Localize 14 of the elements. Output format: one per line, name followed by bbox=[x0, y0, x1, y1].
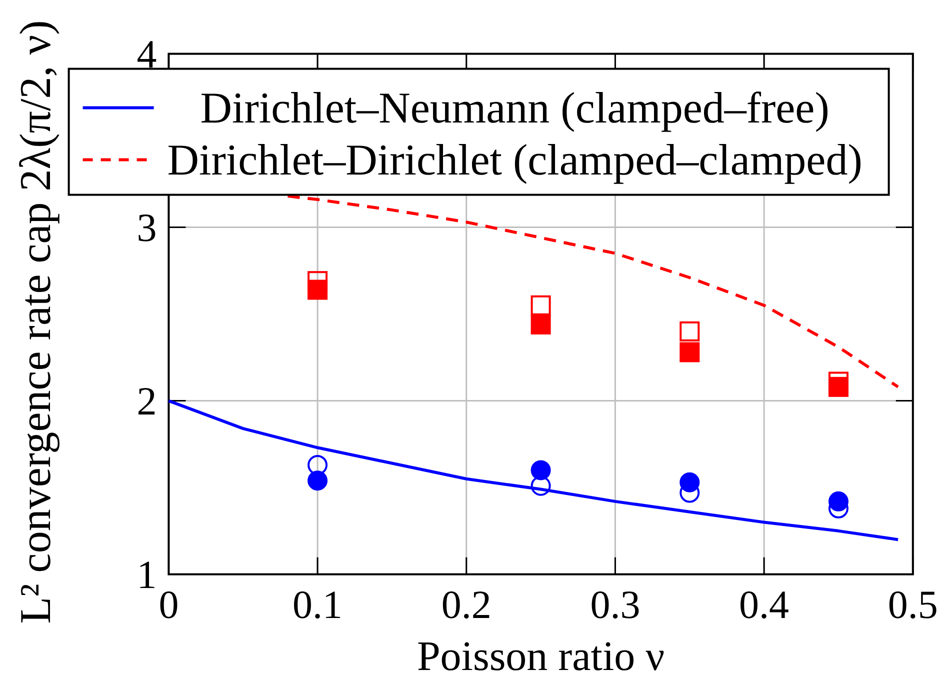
y-axis-title: L² convergence rate cap 2λ(π/2, ν) bbox=[11, 20, 60, 624]
x-tick-label: 0.4 bbox=[739, 582, 790, 627]
y-tick-label: 2 bbox=[136, 378, 157, 424]
x-axis-title: Poisson ratio ν bbox=[416, 634, 665, 680]
x-tick-label: 0.3 bbox=[590, 582, 640, 627]
y-tick-label: 3 bbox=[136, 204, 157, 250]
y-tick-label: 1 bbox=[136, 552, 157, 597]
legend-label: Dirichlet–Neumann (clamped–free) bbox=[200, 83, 830, 132]
x-tick-label: 0 bbox=[158, 582, 179, 627]
x-tick-label: 0.5 bbox=[888, 582, 938, 627]
x-tick-label: 0.2 bbox=[441, 582, 492, 627]
y-tick-label: 4 bbox=[136, 31, 157, 76]
x-tick-label: 0.1 bbox=[292, 582, 343, 627]
legend-label: Dirichlet–Dirichlet (clamped–clamped) bbox=[167, 135, 862, 184]
